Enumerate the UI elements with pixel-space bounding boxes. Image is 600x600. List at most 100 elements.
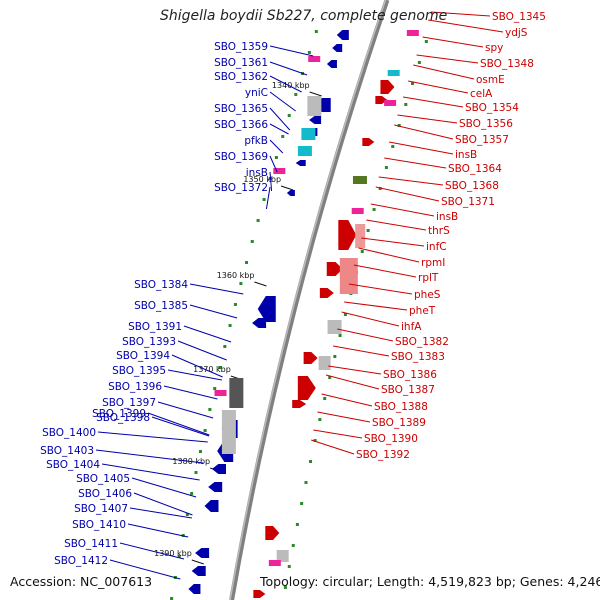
gene-leader-forward xyxy=(269,155,278,173)
gene-leader-forward xyxy=(269,91,296,112)
gene-label-reverse: SBO_1354 xyxy=(465,102,519,114)
gene-label-forward: SBO_1362 xyxy=(214,71,268,83)
gene-label-forward: pfkB xyxy=(244,135,268,147)
tick-mark xyxy=(384,166,388,169)
gene-leader-forward xyxy=(189,283,244,295)
gene-reverse xyxy=(292,400,307,408)
gene-label-reverse: SBO_1345 xyxy=(492,11,546,23)
gene-label-reverse: SBO_1383 xyxy=(391,351,445,363)
gene-leader-reverse xyxy=(389,141,454,155)
tick-mark xyxy=(304,481,308,484)
gene-reverse xyxy=(253,590,266,598)
gene-label-forward: SBO_1395 xyxy=(112,365,166,377)
gene-forward xyxy=(295,160,306,166)
gene-forward xyxy=(204,500,219,512)
tick-mark xyxy=(177,555,181,558)
tick-mark xyxy=(256,219,260,222)
kbp-marker-label: 1350 kbp xyxy=(243,175,281,184)
gene-leader-reverse xyxy=(366,219,427,231)
gene-label-forward: SBO_1406 xyxy=(78,488,132,500)
gene-label-forward: SBO_1398 xyxy=(96,412,150,424)
tick-mark xyxy=(287,565,291,568)
gene-label-forward: SBO_1391 xyxy=(128,321,182,333)
feature-cyan xyxy=(297,146,312,156)
gene-reverse xyxy=(362,138,375,146)
gene-grey xyxy=(221,410,236,454)
gene-leader-forward xyxy=(269,139,284,154)
tick-mark xyxy=(295,523,299,526)
tick-mark xyxy=(300,502,304,505)
gene-leader-forward xyxy=(147,412,210,436)
gene-label-reverse: SBO_1364 xyxy=(448,163,502,175)
gene-label-forward: SBO_1403 xyxy=(40,445,94,457)
gene-forward xyxy=(208,482,223,492)
gene-label-reverse: SBO_1387 xyxy=(381,384,435,396)
gene-leader-forward xyxy=(95,449,204,464)
gene-label-reverse: insB xyxy=(436,211,458,223)
gene-leader-forward xyxy=(131,477,197,498)
gene-label-forward: SBO_1396 xyxy=(108,381,162,393)
kbp-marker-label: 1340 kbp xyxy=(272,81,310,90)
gene-label-reverse: SBO_1389 xyxy=(372,417,426,429)
gene-label-reverse: SBO_1356 xyxy=(459,118,513,130)
gene-grey xyxy=(229,378,244,408)
gene-leader-reverse xyxy=(370,203,435,217)
gene-label-forward: SBO_1404 xyxy=(46,459,100,471)
gene-leader-reverse xyxy=(384,157,447,169)
gene-leader-reverse xyxy=(313,429,363,439)
gene-label-reverse: SBO_1357 xyxy=(455,134,509,146)
feature-cyan xyxy=(387,70,400,76)
gene-label-forward: yniC xyxy=(245,87,268,99)
tick-mark xyxy=(360,250,364,253)
gene-label-reverse: thrS xyxy=(428,225,450,237)
gene-reverse xyxy=(380,80,395,94)
tick-mark xyxy=(218,366,222,369)
gene-leader-forward xyxy=(109,559,181,580)
gene-leader-reverse xyxy=(428,19,504,33)
topology-label: Topology: circular; Length: 4,519,823 bp… xyxy=(260,574,600,589)
gene-label-reverse: SBO_1388 xyxy=(374,401,428,413)
tick-mark xyxy=(328,376,332,379)
gene-label-reverse: celA xyxy=(470,88,493,100)
gene-reverse xyxy=(326,262,343,276)
feature-green xyxy=(352,176,367,184)
gene-reverse xyxy=(297,376,316,400)
tick-mark xyxy=(307,51,311,54)
gene-leader-forward xyxy=(127,523,189,538)
gene-leader-forward xyxy=(269,61,308,76)
gene-reverse xyxy=(319,288,334,298)
gene-leader-reverse xyxy=(430,11,491,17)
tick-mark xyxy=(213,387,217,390)
feature-pink xyxy=(339,258,358,294)
tick-mark xyxy=(397,124,401,127)
gene-leader-forward xyxy=(177,340,227,361)
gene-leader-forward xyxy=(269,171,273,192)
gene-label-reverse: spy xyxy=(485,42,503,54)
gene-label-forward: SBO_1384 xyxy=(134,279,188,291)
kbp-marker-line xyxy=(309,91,322,97)
tick-mark xyxy=(309,460,312,463)
gene-leader-forward xyxy=(157,401,214,419)
feature-pink xyxy=(355,224,366,248)
insertion-element xyxy=(308,56,321,62)
gene-leader-reverse xyxy=(402,96,464,108)
gene-label-reverse: SBO_1386 xyxy=(383,369,437,381)
gene-label-forward: SBO_1372 xyxy=(214,182,268,194)
gene-leader-forward xyxy=(119,542,185,560)
gene-leader-reverse xyxy=(311,439,355,455)
tick-mark xyxy=(203,429,207,432)
gene-forward xyxy=(336,30,349,40)
gene-forward xyxy=(252,318,267,328)
gene-label-forward: SBO_1394 xyxy=(116,350,170,362)
gene-label-reverse: SBO_1371 xyxy=(441,196,495,208)
gene-label-forward: SBO_1399 xyxy=(92,408,146,420)
feature-cyan xyxy=(301,128,316,140)
tick-mark xyxy=(294,93,298,96)
gene-label-forward: SBO_1366 xyxy=(214,119,268,131)
gene-forward xyxy=(332,44,343,52)
gene-label-forward: SBO_1397 xyxy=(102,397,156,409)
gene-label-reverse: rpmI xyxy=(421,257,445,269)
tick-mark xyxy=(372,208,376,211)
kbp-marker-label: 1390 kbp xyxy=(154,549,192,558)
gene-label-forward: SBO_1385 xyxy=(134,300,188,312)
